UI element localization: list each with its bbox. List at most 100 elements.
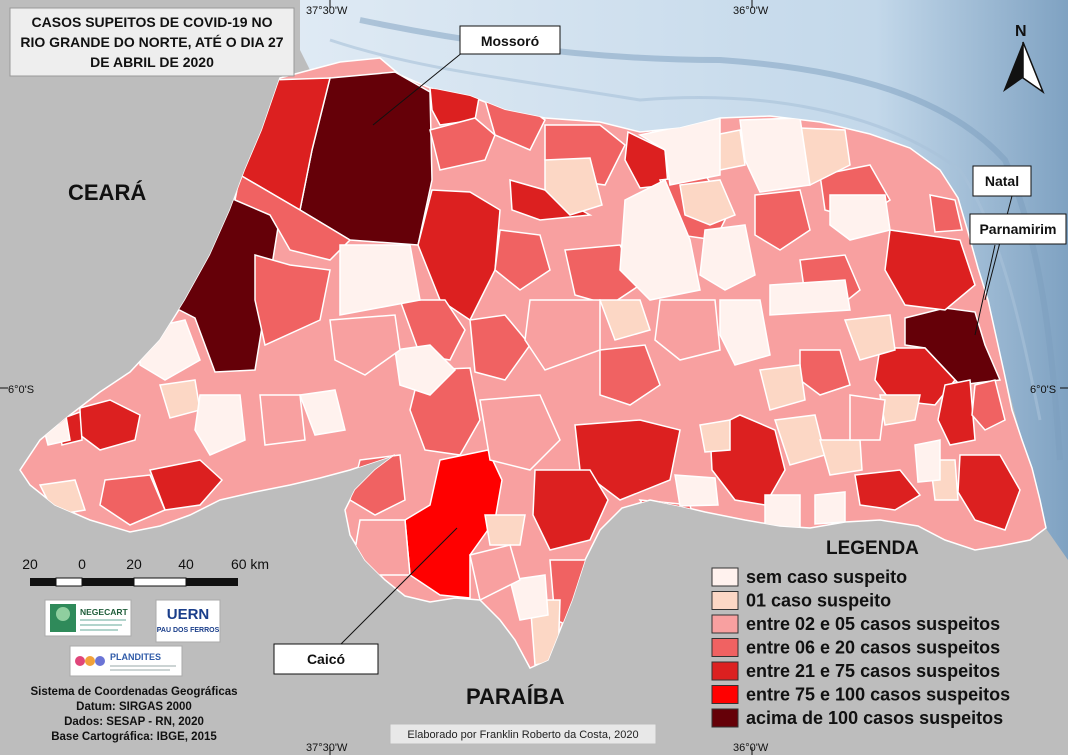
municipality-caico[interactable] [404,449,503,599]
municipality-p-d[interactable] [479,394,561,471]
plandites-logo: PLANDITES [69,645,183,677]
municipality-w-c[interactable] [619,178,701,301]
graticule-bottom-left: 37°30'W [306,742,348,754]
credit-box: Elaborado por Franklin Roberto da Costa,… [389,723,657,745]
legend-title: LEGENDA [826,538,919,559]
callout-natal: Natal [972,165,1032,301]
municipality-apodi[interactable] [417,189,501,322]
municipality-parnamirim[interactable] [874,347,956,406]
municipality-o-a[interactable] [544,157,603,216]
legend-swatch [711,661,739,681]
municipality-o-f[interactable] [843,314,896,361]
municipality-south-east[interactable] [854,469,922,511]
callout-mossoro-label: Mossoró [481,33,539,49]
metadata-line-3: Dados: SESAP - RN, 2020 [64,716,204,728]
municipality-o-b[interactable] [679,179,736,226]
municipality-o-g[interactable] [759,364,806,411]
municipality-n-n[interactable] [599,344,661,406]
municipality-n-f[interactable] [398,299,466,361]
legend-swatch [711,708,739,728]
municipality-w-p[interactable] [509,574,549,621]
graticule-top-left: 37°30'W [306,5,348,17]
municipality-o-p[interactable] [879,394,921,426]
uern-logo-text: UERN [167,606,210,623]
scale-label-4: 40 [178,556,194,572]
legend-swatch [711,685,739,704]
legend-label: 01 caso suspeito [746,591,891,611]
municipality-w-h[interactable] [719,299,771,366]
legend-swatch [711,638,739,657]
legend-label: sem caso suspeito [746,567,907,587]
label-ceara: CEARÁ [68,180,146,205]
scale-label-5: 60 km [231,556,269,572]
scale-label-2: 0 [78,556,86,572]
callout-natal-label: Natal [985,173,1019,189]
north-arrow-label: N [1015,23,1027,40]
legend-swatch [711,567,739,587]
municipality-w-m[interactable] [674,474,719,507]
municipality-ceara-mirim[interactable] [884,229,976,311]
municipality-n-e[interactable] [254,254,331,347]
scale-bar: 20 0 20 40 60 km [22,556,269,587]
municipality-o-i[interactable] [819,439,863,476]
municipality-o-n[interactable] [484,514,526,546]
municipality-p-a[interactable] [329,314,401,376]
label-paraiba: PARAÍBA [466,684,565,709]
callout-caico: Caicó [273,527,458,675]
title-line-3: DE ABRIL DE 2020 [90,54,214,70]
graticule-top-right: 36°0'W [733,5,769,17]
municipality-w-f[interactable] [699,224,756,291]
legend-swatch [711,591,739,610]
map-title: CASOS SUPEITOS DE COVID-19 NO RIO GRANDE… [9,7,295,77]
municipality-n-u[interactable] [99,474,166,526]
municipality-w-g[interactable] [769,279,851,316]
legend: LEGENDA sem caso suspeito 01 caso suspeit… [711,538,1010,728]
municipality-o-e[interactable] [598,299,651,341]
municipality-o-j[interactable] [699,419,731,453]
municipality-n-h[interactable] [494,229,551,291]
legend-label: entre 02 e 05 casos suspeitos [746,614,1000,634]
municipality-n-a[interactable] [429,117,496,171]
municipality-n-k[interactable] [754,189,811,251]
plandites-logo-text: PLANDITES [110,652,161,662]
municipality-w-i[interactable] [829,194,891,241]
graticule-right: 6°0'S [1030,384,1056,396]
municipality-n-t[interactable] [929,194,963,233]
municipality-w-n[interactable] [764,494,801,529]
sea-area [300,0,1068,560]
callout-caico-label: Caicó [307,651,345,667]
municipality-w-r[interactable] [298,389,346,436]
municipality-p-g[interactable] [259,394,306,446]
metadata-line-1: Sistema de Coordenadas Geográficas [30,686,237,698]
municipality-p-b[interactable] [524,299,601,371]
callout-parnamirim-label: Parnamirim [979,221,1056,237]
municipality-w-d[interactable] [339,244,421,316]
uern-logo-subtext: PAU DOS FERROS [157,627,220,634]
municipality-east-a[interactable] [937,379,976,446]
title-line-1: CASOS SUPEITOS DE COVID-19 NO [32,14,273,30]
title-line-2: RIO GRANDE DO NORTE, ATÉ O DIA 27 [20,34,283,50]
municipality-n-g[interactable] [469,314,531,381]
negecart-logo-text: NEGECART [80,607,129,617]
municipality-p-f[interactable] [469,544,521,602]
municipality-w-e[interactable] [394,344,457,396]
scale-label-1: 20 [22,556,38,572]
municipality-currais-novos[interactable] [532,469,609,551]
municipality-w-q[interactable] [914,439,941,483]
legend-swatch [711,614,739,634]
municipality-p-h[interactable] [849,394,886,441]
negecart-logo: NEGECART [44,599,132,637]
municipality-n-d[interactable] [234,173,352,261]
legend-items: sem caso suspeito 01 caso suspeito entre 0… [711,567,1010,728]
graticule-left: 6°0'S [8,384,34,396]
municipality-p-c[interactable] [654,299,721,361]
callout-mossoro: Mossoró [372,25,561,126]
municipality-w-k[interactable] [194,394,246,456]
legend-label: entre 06 e 20 casos suspeitos [746,638,1000,658]
scale-label-3: 20 [126,556,142,572]
municipality-w-o[interactable] [814,491,846,525]
uern-logo: UERN PAU DOS FERROS [155,599,221,643]
municipality-n-r[interactable] [971,379,1006,431]
